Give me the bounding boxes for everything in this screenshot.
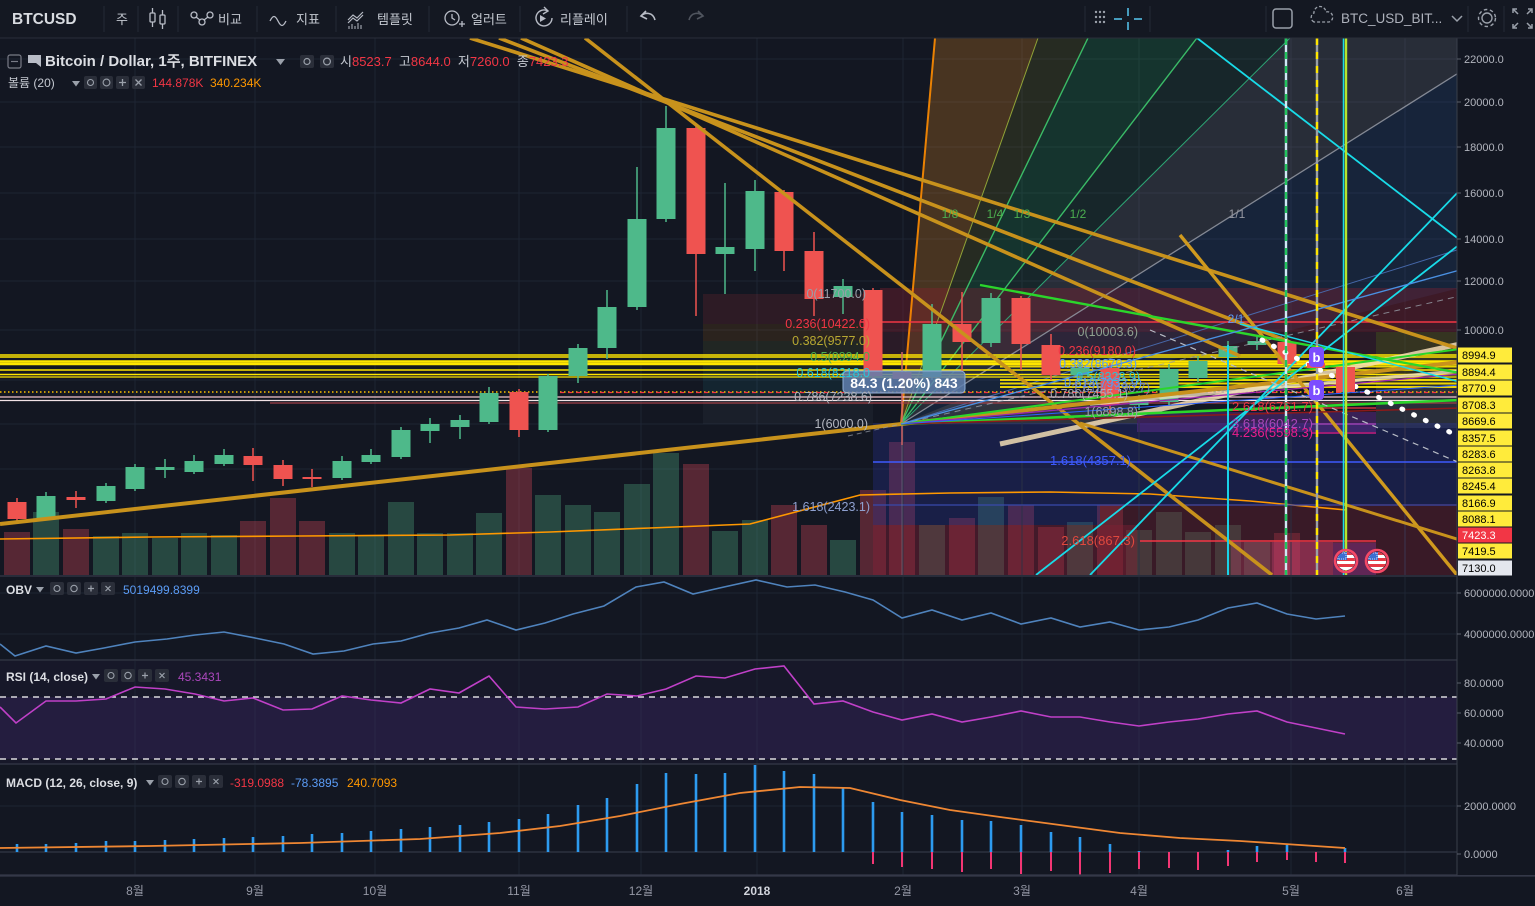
svg-text:0.618(8218.0: 0.618(8218.0 [796, 366, 870, 380]
svg-text:4.236(5598.3): 4.236(5598.3) [1232, 425, 1313, 440]
svg-text:4000000.0000: 4000000.0000 [1464, 629, 1534, 641]
svg-text:8357.5: 8357.5 [1462, 433, 1496, 445]
svg-text:8283.6: 8283.6 [1462, 449, 1496, 461]
svg-text:8245.4: 8245.4 [1462, 481, 1496, 493]
svg-text:340.234K: 340.234K [210, 76, 261, 90]
svg-text:-78.3895: -78.3895 [291, 776, 339, 790]
svg-text:5019499.8399: 5019499.8399 [123, 583, 200, 597]
svg-text:18000.0: 18000.0 [1464, 142, 1504, 154]
svg-text:8088.1: 8088.1 [1462, 514, 1496, 526]
svg-text:b: b [1313, 383, 1321, 398]
svg-text:60.0000: 60.0000 [1464, 708, 1504, 720]
svg-text:40.0000: 40.0000 [1464, 738, 1504, 750]
svg-text:10000.0: 10000.0 [1464, 325, 1504, 337]
svg-text:주: 주 [116, 12, 128, 27]
svg-text:-319.0988: -319.0988 [230, 776, 284, 790]
svg-text:8708.3: 8708.3 [1462, 400, 1496, 412]
svg-text:6월: 6월 [1396, 884, 1414, 898]
svg-text:9월: 9월 [246, 884, 264, 898]
svg-text:1/4: 1/4 [987, 207, 1004, 221]
svg-text:지표: 지표 [296, 12, 320, 27]
svg-text:8669.6: 8669.6 [1462, 416, 1496, 428]
svg-text:8166.9: 8166.9 [1462, 498, 1496, 510]
svg-text:11월: 11월 [507, 884, 531, 898]
svg-text:8894.4: 8894.4 [1462, 367, 1496, 379]
svg-text:22000.0: 22000.0 [1464, 54, 1504, 66]
svg-text:8월: 8월 [126, 884, 144, 898]
svg-text:2018: 2018 [744, 884, 771, 898]
svg-text:1(6898.8): 1(6898.8) [1084, 405, 1138, 419]
svg-text:0.786(7238.6): 0.786(7238.6) [794, 390, 872, 404]
svg-text:0.382(9577.0): 0.382(9577.0) [792, 334, 870, 348]
svg-text:얼러트: 얼러트 [471, 12, 507, 27]
svg-text:OBV: OBV [6, 583, 32, 597]
svg-text:12000.0: 12000.0 [1464, 276, 1504, 288]
svg-text:1/3: 1/3 [1014, 207, 1031, 221]
svg-text:12월: 12월 [629, 884, 653, 898]
svg-text:비교: 비교 [218, 12, 242, 27]
svg-text:0.5(8328.9): 0.5(8328.9) [1076, 370, 1140, 384]
svg-text:0.236(9180.0): 0.236(9180.0) [1058, 344, 1136, 358]
svg-text:1.618(4357.1): 1.618(4357.1) [1050, 453, 1131, 468]
svg-text:0.382(8670.3): 0.382(8670.3) [1059, 357, 1137, 371]
svg-text:0.236(10422.0): 0.236(10422.0) [785, 317, 870, 331]
svg-text:3.618(6042.7): 3.618(6042.7) [1232, 416, 1313, 431]
svg-text:4월: 4월 [1130, 884, 1148, 898]
svg-text:8263.8: 8263.8 [1462, 465, 1496, 477]
svg-text:2/1: 2/1 [1228, 312, 1245, 326]
svg-text:7130.0: 7130.0 [1462, 563, 1496, 575]
svg-text:0(10003.6): 0(10003.6) [1078, 325, 1138, 339]
svg-text:BTC_USD_BIT...: BTC_USD_BIT... [1341, 11, 1442, 26]
svg-text:84.3 (1.20%) 843: 84.3 (1.20%) 843 [850, 375, 958, 391]
svg-text:8770.9: 8770.9 [1462, 383, 1496, 395]
svg-text:144.878K: 144.878K [152, 76, 203, 90]
svg-text:b: b [1313, 350, 1321, 365]
svg-text:80.0000: 80.0000 [1464, 678, 1504, 690]
svg-text:2월: 2월 [894, 884, 912, 898]
svg-text:2.618(6761.7): 2.618(6761.7) [1232, 399, 1313, 414]
svg-text:3월: 3월 [1013, 884, 1031, 898]
svg-text:1.618(2423.1): 1.618(2423.1) [792, 500, 870, 514]
svg-text:1.618(7490.7): 1.618(7490.7) [1072, 381, 1150, 395]
svg-text:MACD (12, 26, close, 9): MACD (12, 26, close, 9) [6, 776, 137, 790]
svg-text:시8523.7 고8644.0 저7260.0 종74: 시8523.7 고8644.0 저7260.0 종7423.3 [340, 54, 569, 69]
svg-text:1/8: 1/8 [942, 207, 959, 221]
svg-text:2000.0000: 2000.0000 [1464, 801, 1516, 813]
svg-text:240.7093: 240.7093 [347, 776, 397, 790]
svg-text:7419.5: 7419.5 [1462, 546, 1496, 558]
svg-text:0.618(7933.9): 0.618(7933.9) [1064, 376, 1142, 390]
svg-text:1(6000.0): 1(6000.0) [814, 417, 868, 431]
svg-text:0.786(7455.1): 0.786(7455.1) [1050, 387, 1128, 401]
svg-text:0(11700.0): 0(11700.0) [806, 287, 866, 301]
svg-text:5월: 5월 [1282, 884, 1300, 898]
svg-text:1/2: 1/2 [1070, 207, 1087, 221]
svg-text:2.618(867.3): 2.618(867.3) [1061, 533, 1135, 548]
svg-text:45.3431: 45.3431 [178, 670, 222, 684]
svg-text:볼륨 (20): 볼륨 (20) [8, 76, 55, 90]
svg-text:템플릿: 템플릿 [377, 12, 413, 27]
svg-text:8994.9: 8994.9 [1462, 350, 1496, 362]
svg-text:0.5(8994.0: 0.5(8994.0 [810, 350, 870, 364]
svg-text:16000.0: 16000.0 [1464, 188, 1504, 200]
svg-text:BTCUSD: BTCUSD [12, 11, 77, 28]
svg-text:10월: 10월 [363, 884, 387, 898]
svg-text:Bitcoin / Dollar, 1주, BITFINEX: Bitcoin / Dollar, 1주, BITFINEX [45, 53, 257, 70]
svg-text:6000000.0000: 6000000.0000 [1464, 588, 1534, 600]
svg-text:0.0000: 0.0000 [1464, 849, 1498, 861]
svg-text:RSI (14, close): RSI (14, close) [6, 670, 88, 684]
svg-text:7423.3: 7423.3 [1462, 530, 1496, 542]
svg-text:20000.0: 20000.0 [1464, 97, 1504, 109]
svg-text:리플레이: 리플레이 [560, 12, 608, 27]
svg-text:14000.0: 14000.0 [1464, 234, 1504, 246]
svg-text:1/1: 1/1 [1229, 207, 1246, 221]
